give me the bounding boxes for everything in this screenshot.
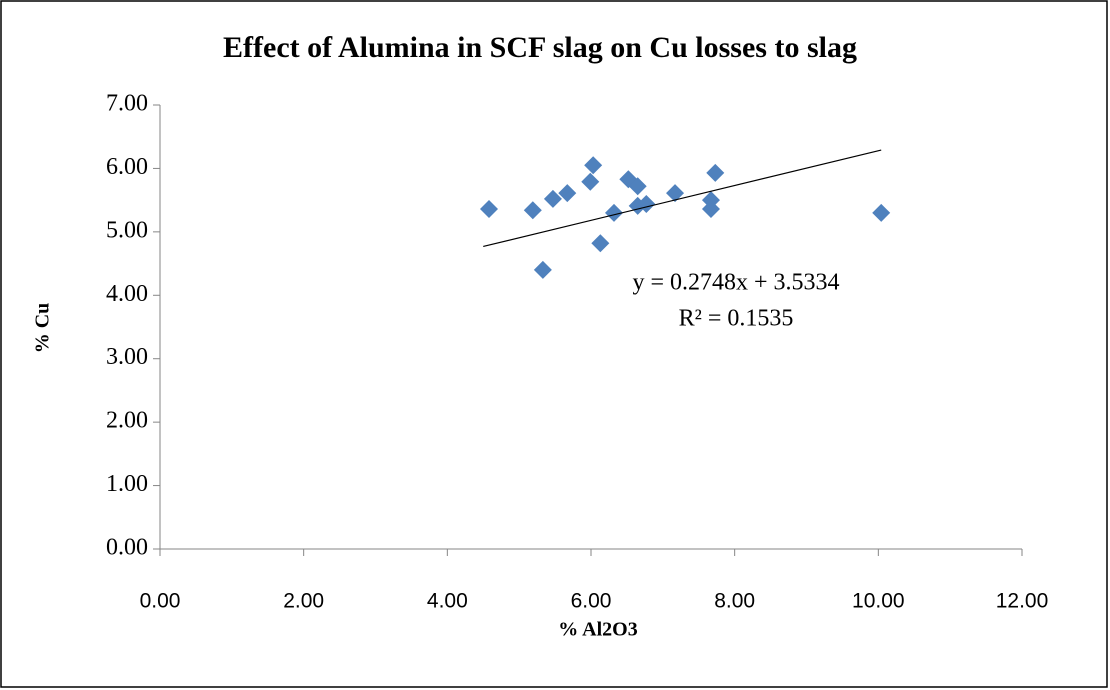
marker [558,184,577,203]
marker [706,163,725,182]
marker [604,203,623,222]
y-tick-label: 5.00 [106,217,148,243]
x-tick-label: 12.00 [996,590,1049,613]
y-tick-label: 2.00 [106,408,148,434]
y-tick-label: 7.00 [106,91,148,117]
chart-title: Effect of Alumina in SCF slag on Cu loss… [223,31,857,64]
marker [584,156,603,175]
x-tick-label: 4.00 [427,590,468,613]
marker [666,184,685,203]
y-tick-label: 6.00 [106,154,148,180]
marker [628,177,647,196]
x-axis-label: % Al2O3 [558,619,637,641]
x-tick-label: 10.00 [852,590,905,613]
y-tick-label: 0.00 [106,535,148,561]
x-tick-label: 0.00 [140,590,181,613]
y-tick-label: 4.00 [106,281,148,307]
trend-r2: R² = 0.1535 [679,306,794,332]
marker [581,172,600,191]
x-tick-label: 8.00 [714,590,755,613]
y-tick-label: 3.00 [106,344,148,370]
marker [543,189,562,208]
marker [479,200,498,219]
y-tick-label: 1.00 [106,471,148,497]
marker [591,234,610,253]
x-tick-label: 6.00 [571,590,612,613]
y-axis-label: % Cu [32,303,54,354]
marker [533,260,552,279]
trendline [483,149,882,248]
marker [872,203,891,222]
marker [701,200,720,219]
marker [523,201,542,220]
trend-equation: y = 0.2748x + 3.5334 [632,270,839,296]
x-tick-label: 2.00 [283,590,324,613]
